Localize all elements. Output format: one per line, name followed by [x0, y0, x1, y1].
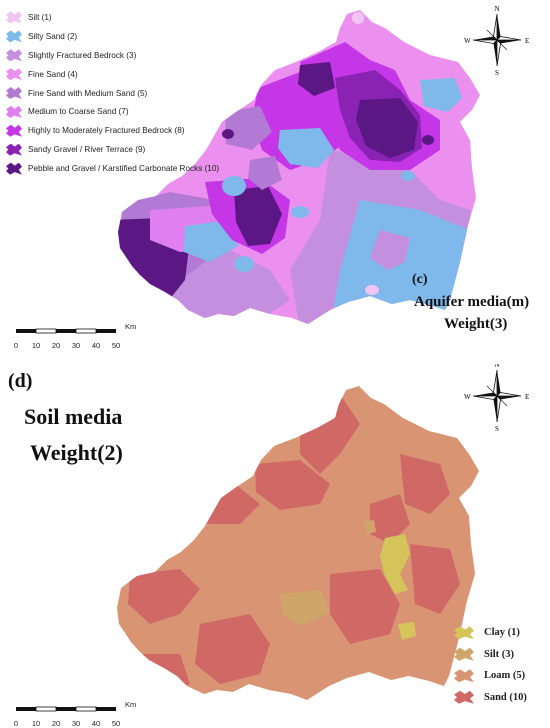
zone-silty-sand-west — [184, 220, 238, 262]
legend-swatch — [6, 124, 22, 137]
legend-label: Highly to Moderately Fractured Bedrock (… — [28, 126, 185, 136]
scale-unit: Km — [125, 322, 137, 331]
scale-unit: Km — [125, 700, 137, 709]
legend-swatch — [6, 87, 22, 99]
scale-tick-label: 0 — [13, 719, 19, 728]
legend-item: Silt (3) — [454, 644, 550, 666]
legend-label: Silt (1) — [28, 12, 52, 22]
legend-label: Sand (10) — [484, 691, 527, 703]
svg-text:S: S — [495, 69, 499, 77]
legend-label: Fine Sand (4) — [28, 69, 78, 79]
legend-item: Slightly Fractured Bedrock (3) — [6, 46, 206, 65]
legend-swatch — [454, 626, 474, 640]
svg-text:E: E — [525, 37, 529, 45]
scale-tick-label: 50 — [111, 719, 121, 728]
svg-text:N: N — [494, 5, 499, 13]
legend-swatch — [6, 49, 22, 62]
legend-swatch — [6, 68, 22, 81]
legend-label: Medium to Coarse Sand (7) — [28, 107, 129, 117]
legend-label: Fine Sand with Medium Sand (5) — [28, 88, 148, 98]
soil-media-legend: Clay (1) Silt (3) Loam (5) Sand (10) — [454, 622, 550, 708]
legend-item: Clay (1) — [454, 622, 550, 644]
panel-letter: (d) — [8, 370, 33, 392]
legend-item: Sand (10) — [454, 687, 550, 709]
legend-swatch — [6, 30, 22, 43]
aquifer-media-map: N S E W — [16, 5, 529, 334]
legend-label: Silt (3) — [484, 648, 515, 660]
legend-item: Fine Sand with Medium Sand (5) — [6, 84, 206, 103]
zone-loam — [117, 386, 479, 700]
legend-swatch — [454, 690, 474, 704]
panel-letter: (c) — [412, 272, 428, 287]
legend-label: Clay (1) — [484, 627, 520, 639]
legend-swatch — [454, 669, 474, 683]
legend-label: Loam (5) — [484, 670, 526, 682]
scale-tick-label: 0 — [13, 341, 19, 350]
scale-tick-label: 40 — [91, 719, 101, 728]
soil-media-panel: N S E W (d) Soil media Weight(2) Clay (1… — [0, 364, 550, 728]
aquifer-media-legend: Silt (1) Silty Sand (2) Slightly Fractured… — [6, 8, 219, 178]
map-title: Aquifer media(m) — [414, 294, 530, 310]
scale-tick-label: 10 — [31, 341, 41, 350]
scale-tick-label: 20 — [51, 719, 61, 728]
legend-item: Loam (5) — [454, 665, 550, 687]
legend-item: Fine Sand (4) — [6, 65, 206, 84]
map-weight: Weight(3) — [444, 316, 508, 332]
legend-label: Sandy Gravel / River Terrace (9) — [28, 145, 146, 155]
map-title: Soil media — [24, 404, 123, 429]
legend-swatch — [6, 143, 22, 156]
zone-silt — [280, 590, 330, 626]
legend-label: Pebble and Gravel / Karstified Carbonate… — [28, 164, 220, 174]
legend-swatch — [6, 105, 22, 118]
scale-tick-label: 50 — [111, 341, 121, 350]
svg-text:N: N — [494, 364, 499, 369]
scale-tick-label: 10 — [31, 719, 41, 728]
scale-bar — [16, 328, 116, 334]
legend-swatch — [454, 647, 474, 661]
svg-text:W: W — [464, 393, 471, 401]
scale-tick-label: 30 — [71, 341, 81, 350]
legend-label: Slightly Fractured Bedrock (3) — [28, 50, 137, 60]
legend-item: Silty Sand (2) — [6, 27, 206, 46]
legend-item: Sandy Gravel / River Terrace (9) — [6, 140, 206, 159]
svg-text:S: S — [495, 425, 499, 433]
legend-label: Silty Sand (2) — [28, 31, 78, 41]
zone-clay — [380, 534, 410, 594]
scale-tick-label: 30 — [71, 719, 81, 728]
north-arrow: N S E W — [464, 5, 529, 77]
legend-item: Silt (1) — [6, 8, 206, 27]
svg-text:E: E — [525, 393, 529, 401]
svg-text:W: W — [464, 37, 471, 45]
legend-swatch — [6, 162, 22, 175]
legend-item: Pebble and Gravel / Karstified Carbonate… — [6, 159, 219, 178]
legend-item: Medium to Coarse Sand (7) — [6, 102, 206, 121]
north-arrow: N S E W — [464, 364, 529, 433]
legend-swatch — [6, 11, 22, 24]
legend-item: Highly to Moderately Fractured Bedrock (… — [6, 121, 206, 140]
scale-tick-label: 20 — [51, 341, 61, 350]
aquifer-media-panel: N S E W Silt (1) Silty Sand (2) Slightly F… — [0, 0, 550, 360]
scale-bar — [16, 706, 116, 712]
map-weight: Weight(2) — [30, 440, 123, 465]
soil-media-map: N S E W — [16, 364, 529, 712]
scale-tick-label: 40 — [91, 341, 101, 350]
